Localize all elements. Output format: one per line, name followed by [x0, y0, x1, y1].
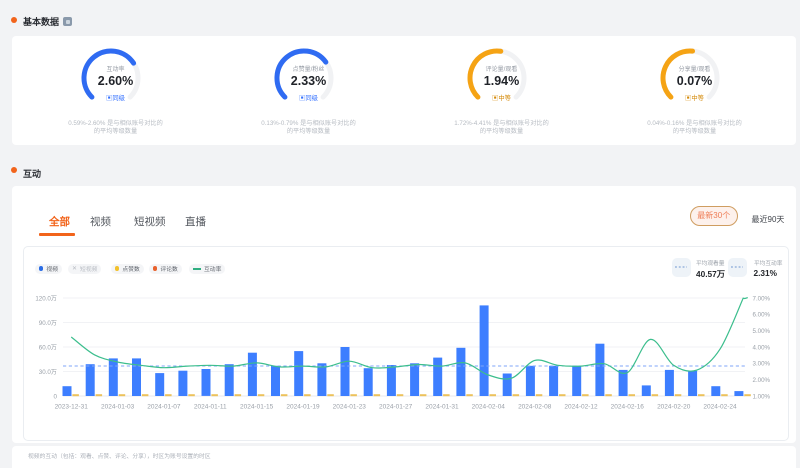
svg-text:5.00%: 5.00% [753, 328, 771, 335]
svg-text:2024-02-08: 2024-02-08 [518, 403, 552, 410]
svg-text:120.0万: 120.0万 [35, 295, 57, 302]
svg-text:2024-01-03: 2024-01-03 [101, 403, 135, 410]
svg-text:7.00%: 7.00% [753, 295, 771, 302]
svg-text:2024-01-19: 2024-01-19 [286, 403, 320, 410]
svg-text:2024-01-15: 2024-01-15 [240, 403, 274, 410]
svg-text:2024-02-16: 2024-02-16 [611, 403, 645, 410]
svg-text:2024-01-11: 2024-01-11 [194, 403, 227, 410]
svg-text:2024-02-04: 2024-02-04 [472, 403, 506, 410]
svg-text:2024-01-31: 2024-01-31 [425, 403, 459, 410]
svg-text:2024-01-27: 2024-01-27 [379, 403, 413, 410]
svg-text:3.00%: 3.00% [753, 361, 771, 368]
svg-text:2024-01-23: 2024-01-23 [333, 403, 367, 410]
svg-text:4.00%: 4.00% [753, 344, 771, 351]
svg-text:6.00%: 6.00% [753, 312, 771, 319]
svg-text:0: 0 [54, 393, 58, 400]
svg-text:2024-02-24: 2024-02-24 [703, 403, 737, 410]
svg-text:1.00%: 1.00% [753, 393, 771, 400]
svg-text:90.0万: 90.0万 [39, 320, 57, 327]
svg-text:2024-02-20: 2024-02-20 [657, 403, 691, 410]
svg-text:2024-02-12: 2024-02-12 [564, 403, 598, 410]
svg-text:2.00%: 2.00% [753, 377, 771, 384]
svg-text:60.0万: 60.0万 [39, 344, 57, 351]
svg-text:2024-01-07: 2024-01-07 [147, 403, 181, 410]
svg-text:30.0万: 30.0万 [39, 369, 57, 376]
svg-text:2023-12-31: 2023-12-31 [55, 403, 89, 410]
